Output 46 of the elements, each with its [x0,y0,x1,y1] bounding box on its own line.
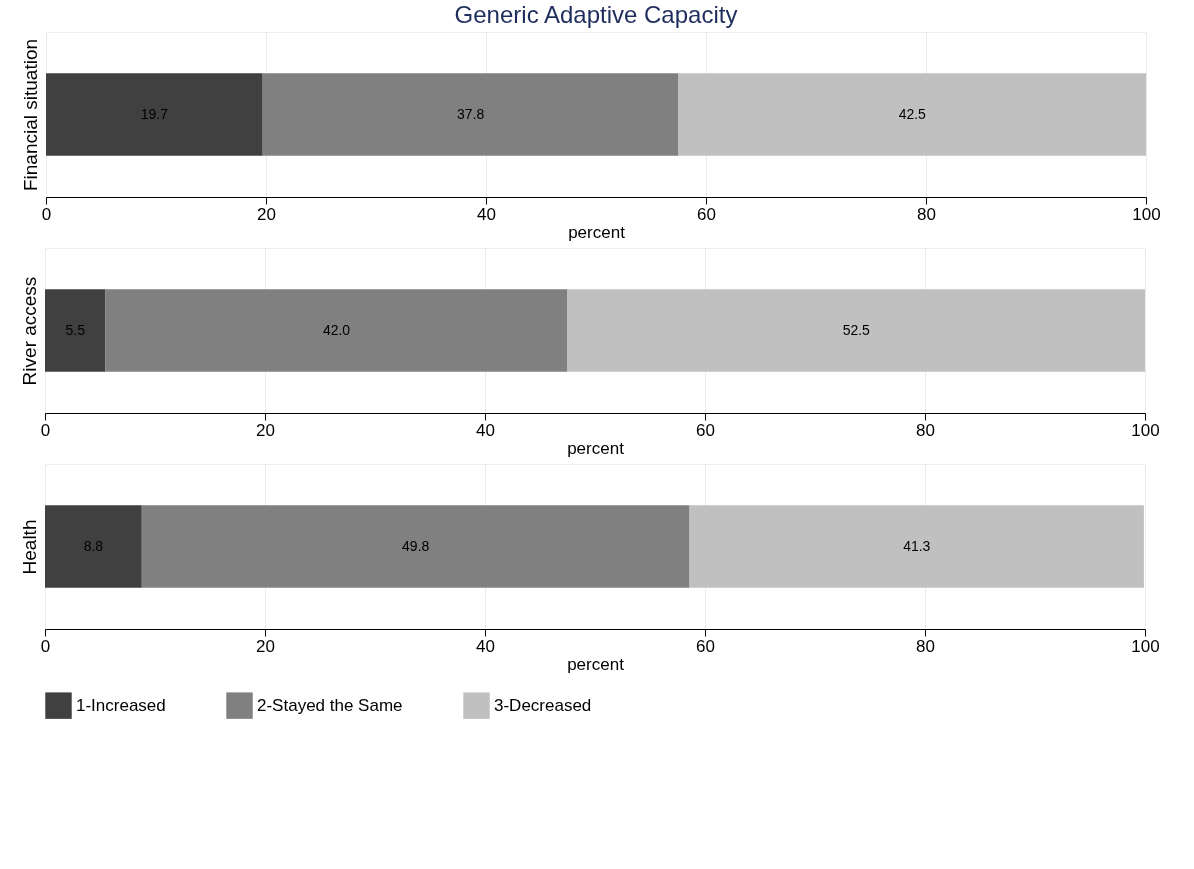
x-tick-label: 20 [256,636,275,656]
x-tick-label: 80 [916,636,935,656]
data-label: 42.0 [322,321,351,338]
bar [689,505,1144,588]
y-axis-title: River access [18,276,40,386]
legend-label: 2-Stayed the Same [257,695,403,715]
data-label: 19.7 [140,105,169,122]
bar [567,289,1145,372]
bar [105,289,568,372]
x-tick-label: 0 [40,420,51,440]
x-axis-title: percent [567,654,625,674]
data-label: 49.8 [402,537,430,554]
legend-label: 1-Increased [76,695,166,715]
x-tick-label: 0 [41,204,52,224]
x-tick-label: 40 [476,636,495,656]
x-tick-label: 60 [696,636,715,656]
data-label: 8.8 [83,537,104,554]
bar [46,73,263,156]
x-tick-label: 60 [697,204,716,224]
x-tick-label: 40 [477,204,496,224]
x-tick-label: 80 [916,420,935,440]
bar [678,73,1146,156]
data-label: 5.5 [65,321,86,338]
y-axis-title: Health [18,519,40,575]
x-tick-label: 100 [1131,420,1160,440]
bar [45,505,142,588]
x-tick-label: 20 [257,204,276,224]
data-label: 42.5 [898,105,927,122]
x-tick-label: 0 [40,636,51,656]
bar [262,73,679,156]
y-axis-title: Financial situation [19,38,41,192]
data-label: 52.5 [842,321,871,338]
data-label: 41.3 [903,537,931,554]
bar [45,289,106,372]
legend-label: 3-Decreased [494,695,592,715]
x-tick-label: 80 [917,204,936,224]
x-tick-label: 40 [476,420,495,440]
x-axis-title: percent [567,438,625,458]
bar [141,505,690,588]
x-tick-label: 100 [1132,204,1161,224]
x-tick-label: 60 [696,420,715,440]
x-tick-label: 20 [256,420,275,440]
x-axis-title: percent [568,222,626,242]
chart-title: Generic Adaptive Capacity [454,1,738,28]
x-tick-label: 100 [1131,636,1160,656]
data-label: 37.8 [456,105,485,122]
